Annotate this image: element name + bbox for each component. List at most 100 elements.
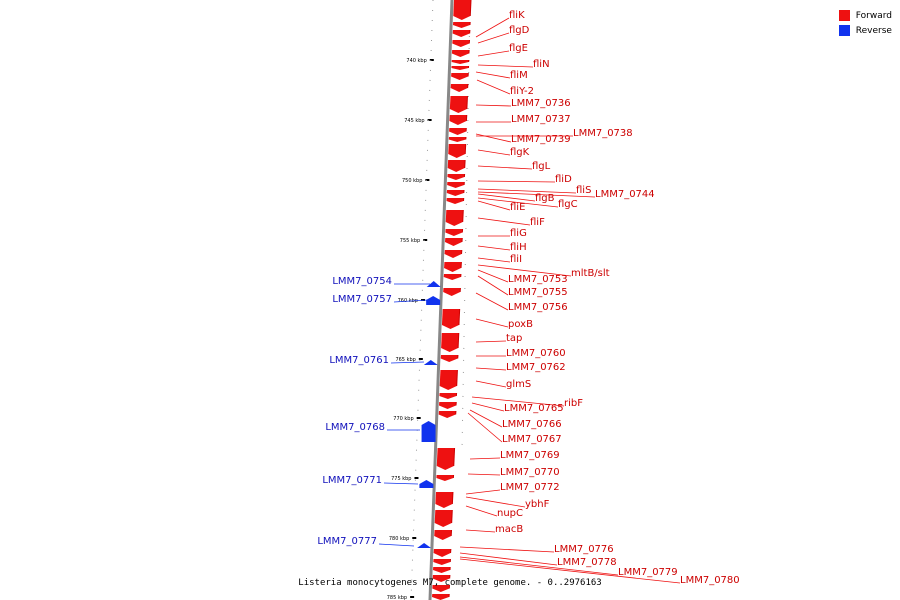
- forward-gene-label: LMM7_0765: [504, 403, 564, 414]
- legend-item-reverse: Reverse: [838, 23, 892, 38]
- forward-gene-arrow: [444, 262, 462, 272]
- forward-gene-edge: [464, 143, 467, 155]
- leader-line: [477, 165, 533, 170]
- leader-line: [467, 412, 503, 443]
- forward-gene-arrow: [432, 575, 450, 582]
- leader-line: [471, 402, 505, 412]
- forward-gene-edge: [462, 209, 464, 223]
- forward-gene-label: LMM7_0778: [557, 557, 617, 568]
- tick-mark: [427, 119, 432, 121]
- genome-caption: Listeria monocytogenes M7, complete geno…: [298, 578, 602, 588]
- leader-line: [475, 71, 511, 79]
- leader-line: [465, 489, 501, 495]
- forward-gene-label: LMM7_0739: [511, 134, 571, 145]
- forward-gene-label: fliD: [555, 174, 572, 185]
- forward-gene-label: ybhF: [525, 499, 550, 510]
- forward-gene-label: fliE: [510, 202, 525, 213]
- forward-gene-edge: [453, 447, 456, 467]
- forward-gene-label: fliI: [510, 254, 522, 265]
- forward-gene-arrow: [439, 402, 457, 409]
- forward-gene-edge: [457, 332, 460, 349]
- forward-gene-arrow: [452, 30, 470, 37]
- forward-gene-label: LMM7_0780: [680, 575, 740, 586]
- leader-line: [465, 529, 496, 533]
- tick-label: 765 kbp: [395, 357, 415, 363]
- forward-gene-label: fliN: [533, 59, 550, 70]
- leader-line: [459, 552, 558, 566]
- forward-gene-label: fliS: [576, 185, 591, 196]
- leader-line: [465, 496, 526, 508]
- leader-line: [475, 17, 510, 38]
- leader-line: [477, 50, 510, 57]
- tick-mark: [414, 477, 419, 479]
- leader-line: [477, 264, 572, 277]
- forward-gene-arrow: [444, 250, 462, 258]
- forward-gene-arrow: [438, 411, 456, 418]
- reverse-gene-label: LMM7_0754: [332, 276, 392, 287]
- tick-mark: [429, 59, 434, 61]
- reverse-gene-arrow: [417, 543, 432, 548]
- forward-gene-arrow: [452, 40, 470, 47]
- leader-line: [465, 505, 498, 517]
- forward-gene-label: flgK: [510, 147, 530, 158]
- reverse-swatch: [838, 25, 850, 36]
- forward-gene-label: fliM: [510, 70, 528, 81]
- leader-line: [477, 180, 556, 183]
- leader-line: [471, 396, 565, 407]
- forward-gene-arrow: [439, 393, 457, 399]
- legend-item-forward: Forward: [838, 8, 892, 23]
- forward-gene-arrow: [453, 0, 471, 20]
- forward-gene-edge: [469, 0, 472, 17]
- forward-gene-label: LMM7_0766: [502, 419, 562, 430]
- forward-gene-arrow: [443, 288, 461, 296]
- forward-gene-arrow: [449, 128, 467, 135]
- forward-gene-label: LMM7_0762: [506, 362, 566, 373]
- leader-line: [477, 275, 509, 296]
- forward-gene-label: LMM7_0737: [511, 114, 571, 125]
- forward-gene-arrow: [451, 66, 469, 70]
- leader-line: [378, 543, 415, 547]
- forward-gene-arrow: [440, 355, 458, 362]
- forward-gene-label: poxB: [508, 319, 533, 330]
- forward-gene-label: mltB/slt: [571, 268, 610, 279]
- reverse-gene-arrow: [421, 421, 436, 442]
- forward-gene-arrow: [432, 585, 450, 592]
- forward-gene-arrow: [445, 210, 464, 226]
- reverse-gene-label: LMM7_0771: [322, 475, 382, 486]
- tick-mark: [412, 537, 417, 539]
- reverse-gene-arrow: [419, 480, 434, 488]
- forward-gene-label: LMM7_0760: [506, 348, 566, 359]
- forward-gene-arrow: [433, 549, 451, 557]
- tick-label: 750 kbp: [402, 178, 422, 184]
- forward-gene-label: glmS: [506, 379, 531, 390]
- forward-gene-arrow: [451, 50, 470, 57]
- leader-line: [477, 200, 511, 211]
- forward-gene-arrow: [432, 594, 450, 600]
- leader-line: [477, 64, 534, 68]
- reverse-gene-label: LMM7_0757: [332, 294, 392, 305]
- forward-gene-arrow: [436, 448, 455, 470]
- leader-line: [477, 269, 509, 283]
- forward-swatch: [838, 10, 850, 21]
- forward-gene-arrow: [434, 510, 453, 527]
- forward-gene-label: LMM7_0770: [500, 467, 560, 478]
- forward-gene-arrow: [433, 559, 451, 565]
- forward-gene-arrow: [432, 567, 451, 573]
- leader-line: [477, 188, 577, 194]
- tick-label: 745 kbp: [404, 118, 424, 124]
- tick-mark: [418, 358, 423, 360]
- reverse-gene-label: LMM7_0768: [325, 422, 385, 433]
- leader-line: [477, 32, 510, 44]
- reverse-gene-arrow: [426, 281, 441, 287]
- forward-gene-edge: [458, 308, 461, 326]
- reverse-gene-arrow: [426, 296, 441, 305]
- backbone-line: [428, 0, 454, 600]
- forward-gene-label: fliY-2: [510, 86, 534, 97]
- leader-line: [477, 245, 511, 251]
- forward-gene-arrow: [446, 198, 464, 204]
- forward-gene-label: flgB: [535, 193, 555, 204]
- forward-gene-arrow: [446, 190, 465, 196]
- tick-label: 755 kbp: [400, 238, 420, 244]
